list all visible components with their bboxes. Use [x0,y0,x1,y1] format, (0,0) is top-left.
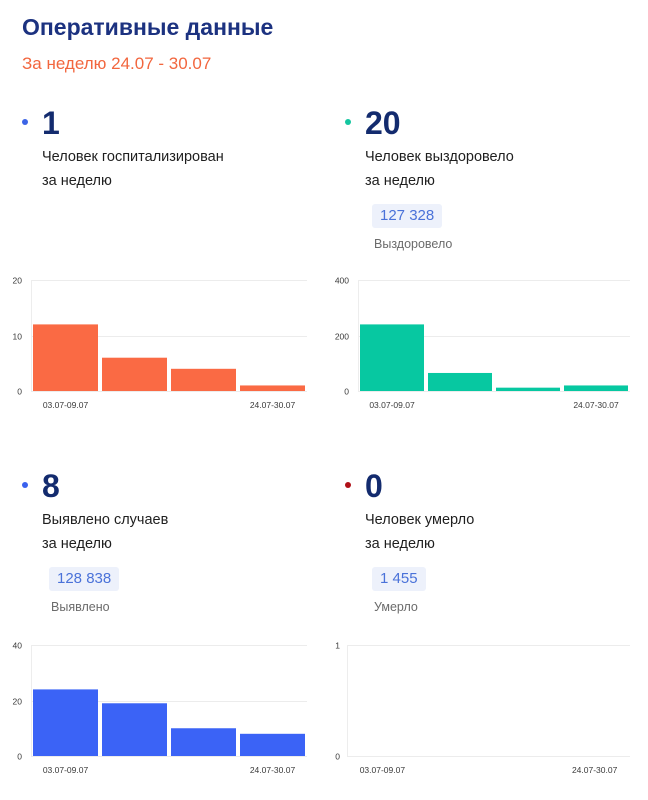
bar[interactable] [428,372,492,391]
y-tick-label: 0 [17,752,22,762]
y-tick-label: 1 [335,641,340,651]
y-tick-label: 200 [335,332,349,342]
period-subtitle: За неделю 24.07 - 30.07 [22,54,212,73]
caption-line: Выявлено случаев [42,512,169,528]
detected-bar-chart: 0 20 40 03.07-09.07 24.07-30.07 [13,641,307,775]
y-tick-label: 0 [17,387,22,397]
bar[interactable] [102,703,167,756]
bar[interactable] [496,387,560,391]
bar[interactable] [360,324,424,391]
y-tick-label: 0 [335,752,340,762]
bar[interactable] [33,324,98,391]
caption-line: Человек умерло [365,512,475,528]
caption: Человек выздоровело за неделю [365,145,514,193]
total-badge: 127 328 [372,204,443,228]
y-tick-label: 10 [13,332,23,342]
x-tick-label: 03.07-09.07 [43,400,89,410]
total-badge: 1 455 [372,567,426,591]
weekly-value: 0 [365,468,383,504]
weekly-value: 20 [365,105,401,141]
bar[interactable] [171,368,236,391]
x-tick-label: 24.07-30.07 [250,765,296,775]
x-tick-label: 24.07-30.07 [573,400,619,410]
x-tick-label: 03.07-09.07 [369,400,415,410]
caption-line: за неделю [42,173,112,189]
weekly-value: 1 [42,105,60,141]
caption: Человек госпитализирован за неделю [42,145,224,193]
bar[interactable] [171,728,236,756]
page-title: Оперативные данные [22,14,274,40]
y-tick-label: 20 [13,276,23,286]
caption-line: за неделю [365,536,435,552]
card-detected: 8 Выявлено случаев за неделю 128 838 Выя… [20,467,320,617]
card-hospitalized: 1 Человек госпитализирован за неделю [20,104,320,254]
recovered-bar-chart: 0 200 400 03.07-09.07 24.07-30.07 [335,276,630,410]
deaths-bar-chart: 0 1 03.07-09.07 24.07-30.07 [335,641,630,775]
total-badge: 128 838 [49,567,120,591]
x-tick-label: 03.07-09.07 [43,765,89,775]
y-tick-label: 20 [13,697,23,707]
bar[interactable] [33,689,98,756]
indicator-dot-icon [345,119,351,125]
caption-line: за неделю [42,536,112,552]
indicator-dot-icon [345,482,351,488]
weekly-value: 8 [42,468,60,504]
indicator-dot-icon [22,482,28,488]
y-tick-label: 400 [335,276,349,286]
total-label: Выявлено [51,600,110,614]
caption-line: Человек госпитализирован [42,149,224,165]
caption-line: Человек выздоровело [365,149,514,165]
total-label: Умерло [374,600,418,614]
y-tick-label: 0 [344,387,349,397]
bar[interactable] [102,357,167,391]
bar[interactable] [564,385,628,391]
indicator-dot-icon [22,119,28,125]
bar[interactable] [240,733,305,756]
y-tick-label: 40 [13,641,23,651]
bar[interactable] [240,385,305,391]
caption: Человек умерло за неделю [365,508,474,556]
x-tick-label: 03.07-09.07 [360,765,406,775]
caption: Выявлено случаев за неделю [42,508,168,556]
x-tick-label: 24.07-30.07 [250,400,296,410]
x-tick-label: 24.07-30.07 [572,765,618,775]
caption-line: за неделю [365,173,435,189]
card-deaths: 0 Человек умерло за неделю 1 455 Умерло [343,467,643,617]
total-label: Выздоровело [374,237,453,251]
card-recovered: 20 Человек выздоровело за неделю 127 328… [343,104,643,254]
hospitalized-bar-chart: 0 10 20 03.07-09.07 24.07-30.07 [13,276,307,410]
